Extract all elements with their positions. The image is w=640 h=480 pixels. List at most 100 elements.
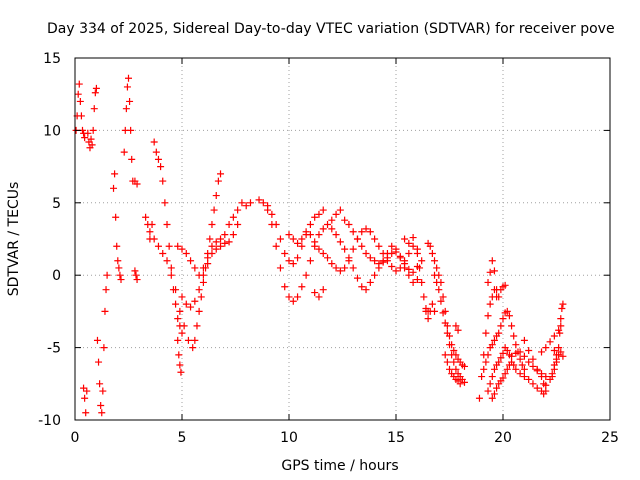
y-tick-label: 10 bbox=[43, 123, 61, 139]
data-point bbox=[439, 293, 447, 301]
data-point bbox=[311, 213, 319, 221]
data-point bbox=[420, 293, 428, 301]
data-point bbox=[120, 148, 128, 156]
data-point bbox=[184, 336, 192, 344]
data-point bbox=[349, 228, 357, 236]
data-point bbox=[490, 267, 498, 275]
data-point bbox=[225, 221, 233, 229]
data-point bbox=[199, 264, 207, 272]
series-arc-13 bbox=[178, 221, 242, 311]
data-point bbox=[450, 358, 458, 366]
data-point bbox=[259, 199, 267, 207]
data-point bbox=[315, 231, 323, 239]
data-point bbox=[484, 387, 492, 395]
data-point bbox=[559, 352, 567, 360]
data-point bbox=[272, 242, 280, 250]
data-point bbox=[126, 97, 134, 105]
data-point bbox=[482, 329, 490, 337]
series-arc-14 bbox=[255, 196, 344, 305]
data-point bbox=[311, 238, 319, 246]
data-point bbox=[542, 381, 550, 389]
data-point bbox=[341, 264, 349, 272]
data-point bbox=[132, 271, 140, 279]
data-point bbox=[433, 278, 441, 286]
data-point bbox=[319, 206, 327, 214]
data-point bbox=[480, 365, 488, 373]
data-point bbox=[306, 231, 314, 239]
data-point bbox=[490, 365, 498, 373]
series-arc-2 bbox=[80, 384, 91, 417]
data-point bbox=[518, 361, 526, 369]
data-point bbox=[448, 351, 456, 359]
data-point bbox=[499, 349, 507, 357]
x-tick-label: 25 bbox=[601, 430, 619, 446]
data-point bbox=[276, 235, 284, 243]
y-tick-label: -10 bbox=[38, 413, 61, 429]
data-point bbox=[510, 332, 518, 340]
data-point bbox=[512, 365, 520, 373]
data-point bbox=[302, 228, 310, 236]
data-point bbox=[294, 239, 302, 247]
data-point bbox=[81, 394, 89, 402]
data-point bbox=[217, 170, 225, 178]
data-point bbox=[276, 264, 284, 272]
x-axis-label: GPS time / hours bbox=[281, 458, 398, 474]
data-point bbox=[431, 271, 439, 279]
series-arc-23 bbox=[431, 271, 468, 386]
data-point bbox=[175, 351, 183, 359]
data-point bbox=[486, 380, 494, 388]
data-point bbox=[328, 225, 336, 233]
data-point bbox=[208, 242, 216, 250]
data-point bbox=[178, 329, 186, 337]
chart-title: Day 334 of 2025, Sidereal Day-to-day VTE… bbox=[47, 21, 615, 37]
data-point bbox=[154, 242, 162, 250]
data-point bbox=[435, 286, 443, 294]
data-point bbox=[409, 268, 417, 276]
data-point bbox=[77, 112, 85, 120]
data-point bbox=[409, 278, 417, 286]
data-point bbox=[409, 234, 417, 242]
data-point bbox=[349, 264, 357, 272]
data-point bbox=[490, 390, 498, 398]
data-point bbox=[98, 409, 106, 417]
series-arc-32 bbox=[538, 322, 565, 356]
data-point bbox=[212, 238, 220, 246]
data-point bbox=[396, 252, 404, 260]
data-point bbox=[234, 206, 242, 214]
data-point bbox=[495, 329, 503, 337]
data-point bbox=[122, 105, 130, 113]
x-tick-label: 5 bbox=[178, 430, 187, 446]
data-point bbox=[294, 254, 302, 262]
data-point bbox=[525, 358, 533, 366]
data-point bbox=[336, 206, 344, 214]
data-point bbox=[443, 329, 451, 337]
data-point bbox=[452, 365, 460, 373]
data-point bbox=[217, 242, 225, 250]
data-point bbox=[148, 221, 156, 229]
data-point bbox=[501, 281, 509, 289]
data-point bbox=[371, 257, 379, 265]
data-point bbox=[443, 358, 451, 366]
data-point bbox=[324, 221, 332, 229]
data-points bbox=[72, 74, 567, 417]
data-point bbox=[556, 329, 564, 337]
data-point bbox=[76, 97, 84, 105]
data-point bbox=[529, 380, 537, 388]
data-point bbox=[520, 365, 528, 373]
data-point bbox=[242, 202, 250, 210]
data-point bbox=[441, 351, 449, 359]
data-point bbox=[538, 348, 546, 356]
data-point bbox=[345, 221, 353, 229]
data-point bbox=[328, 260, 336, 268]
data-point bbox=[75, 80, 83, 88]
data-point bbox=[358, 228, 366, 236]
data-point bbox=[497, 322, 505, 330]
series-arc-4 bbox=[89, 84, 100, 134]
data-point bbox=[81, 134, 89, 142]
data-point bbox=[177, 368, 185, 376]
data-point bbox=[503, 365, 511, 373]
data-point bbox=[332, 210, 340, 218]
data-point bbox=[103, 271, 111, 279]
x-tick-labels: 0 5 10 15 20 25 bbox=[71, 430, 619, 446]
data-point bbox=[102, 286, 110, 294]
